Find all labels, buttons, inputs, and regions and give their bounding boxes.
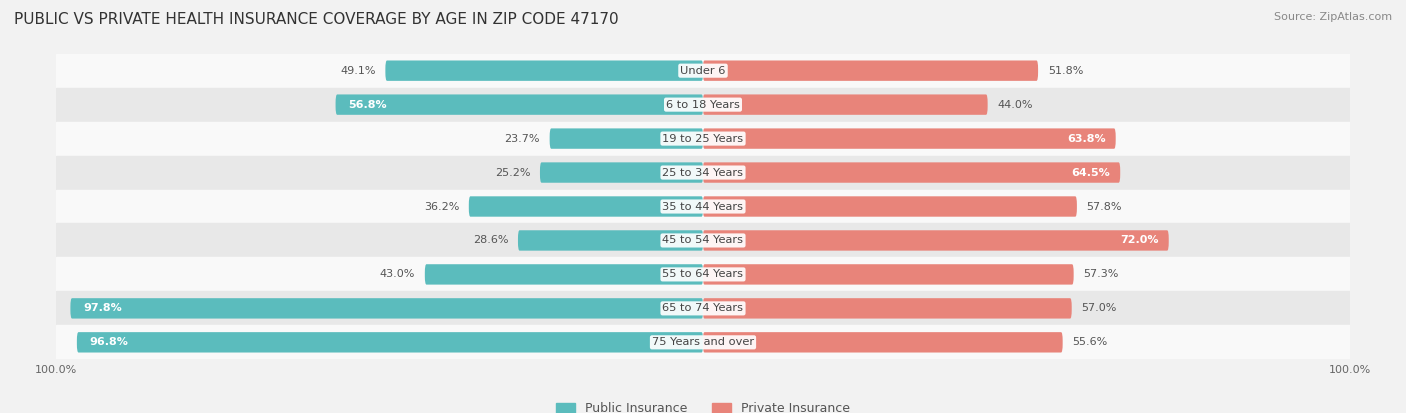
FancyBboxPatch shape	[70, 298, 703, 318]
Text: 45 to 54 Years: 45 to 54 Years	[662, 235, 744, 245]
Bar	[56, 156, 1350, 190]
Text: 97.8%: 97.8%	[83, 304, 122, 313]
Bar	[56, 325, 1350, 359]
Bar	[56, 54, 1350, 88]
Legend: Public Insurance, Private Insurance: Public Insurance, Private Insurance	[551, 397, 855, 413]
FancyBboxPatch shape	[336, 95, 703, 115]
Text: 51.8%: 51.8%	[1047, 66, 1083, 76]
FancyBboxPatch shape	[517, 230, 703, 251]
Text: 55 to 64 Years: 55 to 64 Years	[662, 269, 744, 280]
Text: 19 to 25 Years: 19 to 25 Years	[662, 133, 744, 144]
FancyBboxPatch shape	[703, 264, 1074, 285]
FancyBboxPatch shape	[703, 162, 1121, 183]
Text: 57.3%: 57.3%	[1083, 269, 1119, 280]
FancyBboxPatch shape	[703, 298, 1071, 318]
Text: 6 to 18 Years: 6 to 18 Years	[666, 100, 740, 109]
Text: 55.6%: 55.6%	[1073, 337, 1108, 347]
Text: 43.0%: 43.0%	[380, 269, 415, 280]
Text: 63.8%: 63.8%	[1067, 133, 1107, 144]
Text: 72.0%: 72.0%	[1121, 235, 1159, 245]
Text: 75 Years and over: 75 Years and over	[652, 337, 754, 347]
FancyBboxPatch shape	[550, 128, 703, 149]
Bar	[56, 223, 1350, 257]
FancyBboxPatch shape	[703, 230, 1168, 251]
FancyBboxPatch shape	[703, 128, 1116, 149]
Text: 35 to 44 Years: 35 to 44 Years	[662, 202, 744, 211]
Bar	[56, 88, 1350, 121]
FancyBboxPatch shape	[540, 162, 703, 183]
Text: 56.8%: 56.8%	[349, 100, 387, 109]
Text: 96.8%: 96.8%	[90, 337, 129, 347]
Text: Source: ZipAtlas.com: Source: ZipAtlas.com	[1274, 12, 1392, 22]
Bar	[56, 121, 1350, 156]
Text: 57.8%: 57.8%	[1087, 202, 1122, 211]
Text: 49.1%: 49.1%	[340, 66, 375, 76]
FancyBboxPatch shape	[468, 196, 703, 217]
Bar	[56, 292, 1350, 325]
Text: 57.0%: 57.0%	[1081, 304, 1116, 313]
FancyBboxPatch shape	[77, 332, 703, 353]
Text: 65 to 74 Years: 65 to 74 Years	[662, 304, 744, 313]
Text: 23.7%: 23.7%	[505, 133, 540, 144]
Bar	[56, 190, 1350, 223]
Bar	[56, 257, 1350, 292]
Text: Under 6: Under 6	[681, 66, 725, 76]
FancyBboxPatch shape	[385, 60, 703, 81]
Text: 64.5%: 64.5%	[1071, 168, 1111, 178]
FancyBboxPatch shape	[425, 264, 703, 285]
Text: 44.0%: 44.0%	[997, 100, 1033, 109]
FancyBboxPatch shape	[703, 332, 1063, 353]
FancyBboxPatch shape	[703, 196, 1077, 217]
FancyBboxPatch shape	[703, 60, 1038, 81]
Text: 25 to 34 Years: 25 to 34 Years	[662, 168, 744, 178]
FancyBboxPatch shape	[703, 95, 987, 115]
Text: PUBLIC VS PRIVATE HEALTH INSURANCE COVERAGE BY AGE IN ZIP CODE 47170: PUBLIC VS PRIVATE HEALTH INSURANCE COVER…	[14, 12, 619, 27]
Text: 28.6%: 28.6%	[472, 235, 509, 245]
Text: 36.2%: 36.2%	[423, 202, 460, 211]
Text: 25.2%: 25.2%	[495, 168, 530, 178]
